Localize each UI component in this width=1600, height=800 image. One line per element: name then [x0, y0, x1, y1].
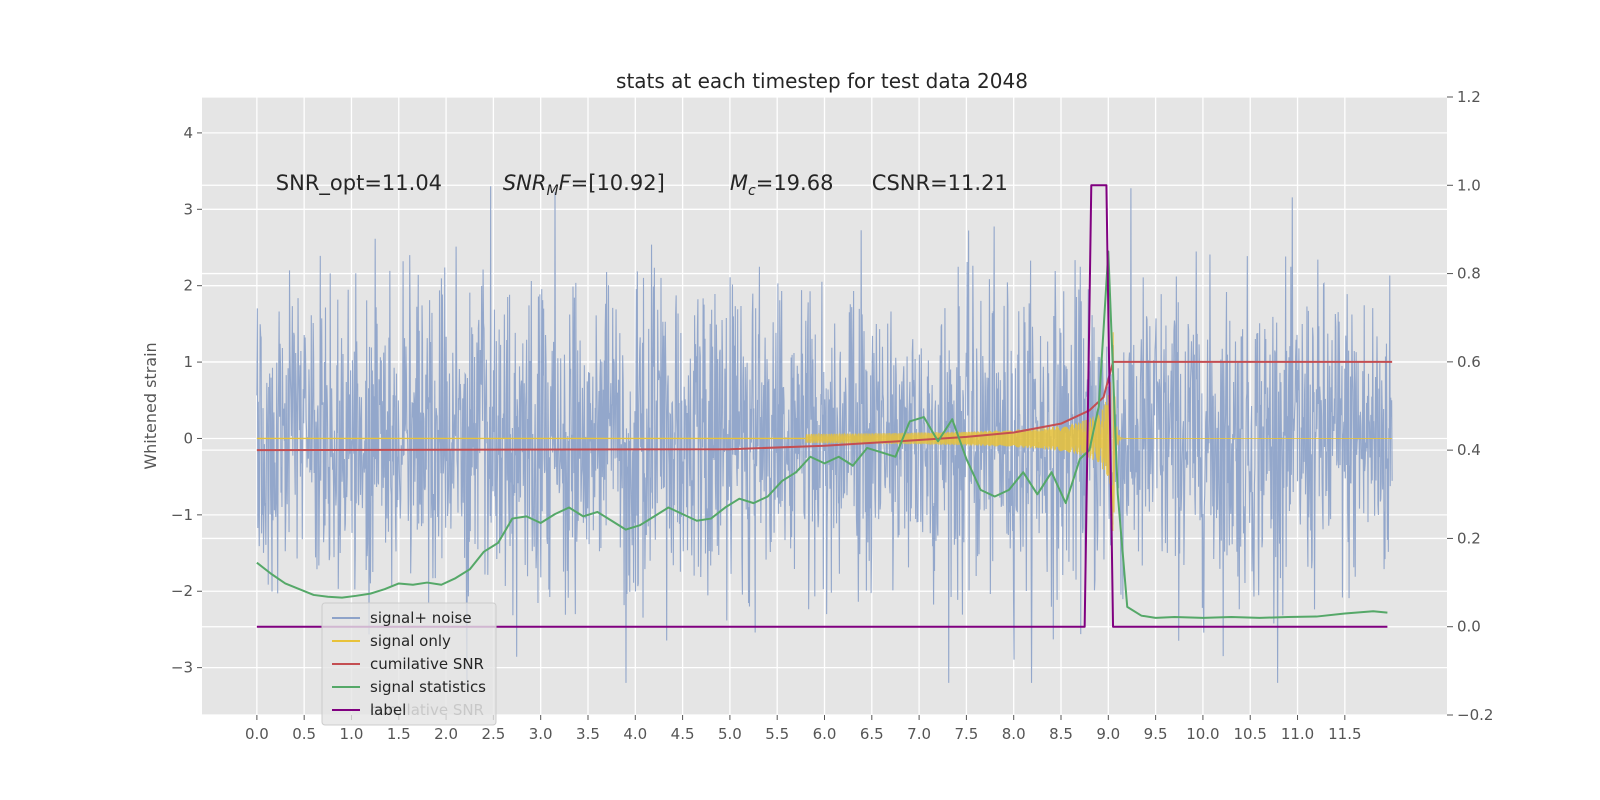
legend-label: cumilative SNR	[370, 655, 484, 673]
x-tick-label: 3.0	[529, 725, 553, 743]
annotation-part: =[10.92]	[571, 171, 665, 195]
x-tick-label: 1.5	[387, 725, 411, 743]
x-tick-label: 9.5	[1144, 725, 1168, 743]
x-tick-label: 10.5	[1234, 725, 1267, 743]
legend-box	[321, 602, 497, 726]
y-tick-label: 4	[183, 124, 193, 142]
x-tick-label: 0.5	[292, 725, 316, 743]
y2-tick-label: 0.6	[1457, 353, 1481, 371]
x-tick-label: 2.5	[481, 725, 505, 743]
x-tick-label: 6.5	[860, 725, 884, 743]
x-tick-label: 8.0	[1002, 725, 1026, 743]
series-label	[256, 184, 1388, 628]
x-tick-label: 4.0	[623, 725, 647, 743]
y-tick-label: −3	[171, 659, 193, 677]
y2-tick-label: 0.8	[1457, 265, 1481, 283]
y2-tick-label: 0.4	[1457, 441, 1481, 459]
x-tick-label: 5.0	[718, 725, 742, 743]
x-tick-label: 7.0	[907, 725, 931, 743]
annotation-part: F	[559, 171, 572, 195]
x-tick-label: 6.0	[813, 725, 837, 743]
x-tick-label: 2.0	[434, 725, 458, 743]
annotation-part: M	[546, 183, 558, 199]
x-tick-label: 4.5	[671, 725, 695, 743]
annotation-3: Mc=19.68	[730, 171, 834, 199]
y-tick-label: 2	[183, 277, 193, 295]
y2-tick-label: −0.2	[1457, 706, 1493, 724]
annotation-part: CSNR=11.21	[872, 171, 1008, 195]
legend-label: signal only	[370, 632, 451, 650]
legend: cumilative SNR signal+ noise signal only cu…	[321, 602, 497, 726]
series-signal-plus-noise	[256, 186, 1393, 683]
series-cumilative-snr	[256, 360, 1393, 452]
x-tick-label: 7.5	[954, 725, 978, 743]
y2-tick-label: 0.2	[1457, 529, 1481, 547]
data-layer	[256, 184, 1393, 683]
annotation-layer: SNR_opt=11.04 SNRMF=[10.92] Mc=19.68 CSNR=1…	[276, 171, 1008, 199]
legend-label: label	[370, 701, 406, 719]
legend-label: signal+ noise	[370, 609, 472, 627]
annotation-part: SNR	[503, 171, 547, 195]
x-tick-label: 3.5	[576, 725, 600, 743]
y-tick-label: 1	[183, 353, 193, 371]
annotation-4: CSNR=11.21	[872, 171, 1008, 195]
series-signal-statistics	[256, 250, 1388, 619]
y2-tick-label: 1.2	[1457, 88, 1481, 106]
y-tick-label: −2	[171, 582, 193, 600]
series-signal-only	[805, 332, 1392, 532]
x-tick-label: 11.5	[1328, 725, 1361, 743]
x-tick-label: 11.0	[1281, 725, 1314, 743]
annotation-part: M	[730, 171, 748, 195]
x-tick-label: 10.0	[1186, 725, 1219, 743]
y-axis-label: Whitened strain	[141, 342, 160, 469]
legend-label: signal statistics	[370, 678, 486, 696]
y-tick-label: 0	[183, 429, 193, 447]
x-tick-label: 8.5	[1049, 725, 1073, 743]
y2-tick-label: 0.0	[1457, 618, 1481, 636]
x-tick-label: 0.0	[245, 725, 269, 743]
annotation-part: c	[748, 183, 756, 199]
y-tick-label: −1	[171, 506, 193, 524]
axes-layer: 0.0 0.5 1.0 1.5 2.0 2.5 3.0 3.5 4.0 4.5 5.0 5.5 6.0 6…	[171, 88, 1494, 743]
chart-title: stats at each timestep for test data 204…	[616, 69, 1028, 93]
y2-tick-label: 1.0	[1457, 176, 1481, 194]
annotation-part: SNR_opt=11.04	[276, 171, 442, 196]
annotation-part: =19.68	[756, 171, 834, 195]
x-tick-label: 5.5	[765, 725, 789, 743]
annotation-2: SNRMF=[10.92]	[503, 171, 665, 199]
annotation-1: SNR_opt=11.04	[276, 171, 442, 196]
y-tick-label: 3	[183, 200, 193, 218]
x-tick-label: 1.0	[340, 725, 364, 743]
x-tick-label: 9.0	[1096, 725, 1120, 743]
legend-ghost-text: cumilative SNR	[370, 701, 484, 719]
